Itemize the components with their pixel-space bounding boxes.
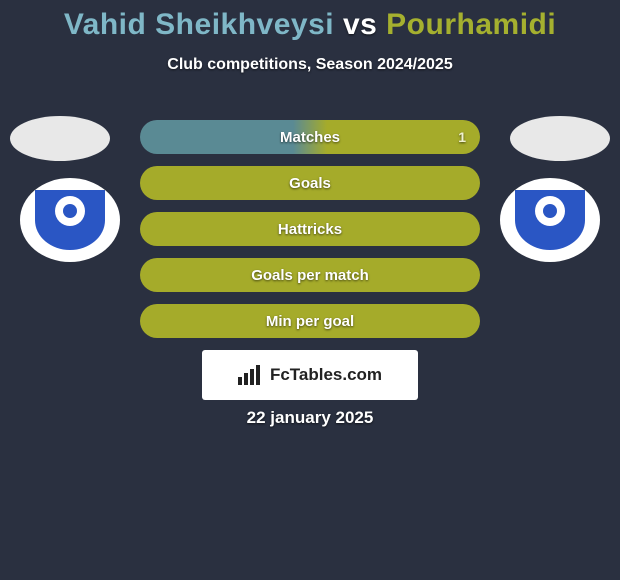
player1-club-crest: [20, 178, 120, 262]
brand-badge[interactable]: FcTables.com: [202, 350, 418, 400]
stat-row-gpm: Goals per match: [140, 258, 480, 292]
stat-row-mpg: Min per goal: [140, 304, 480, 338]
brand-text: FcTables.com: [270, 365, 382, 385]
stat-label: Goals: [289, 175, 331, 192]
page-title: Vahid Sheikhveysi vs Pourhamidi: [0, 0, 620, 42]
stat-row-hattricks: Hattricks: [140, 212, 480, 246]
stat-right-value: 1: [458, 129, 466, 145]
club-crest-icon: [515, 190, 585, 250]
club-crest-icon: [35, 190, 105, 250]
player2-club-crest: [500, 178, 600, 262]
subtitle: Club competitions, Season 2024/2025: [0, 56, 620, 74]
stat-row-matches: Matches 1: [140, 120, 480, 154]
player2-name: Pourhamidi: [386, 8, 556, 41]
bars-icon: [238, 365, 264, 385]
player1-avatar: [10, 116, 110, 161]
stat-label: Matches: [280, 129, 340, 146]
vs-label: vs: [343, 8, 377, 41]
player1-name: Vahid Sheikhveysi: [64, 8, 334, 41]
stats-list: Matches 1 Goals Hattricks Goals per matc…: [140, 120, 480, 350]
infographic-date: 22 january 2025: [0, 408, 620, 428]
stat-row-goals: Goals: [140, 166, 480, 200]
stat-label: Goals per match: [251, 267, 369, 284]
stat-label: Min per goal: [266, 313, 354, 330]
player2-avatar: [510, 116, 610, 161]
stat-label: Hattricks: [278, 221, 342, 238]
